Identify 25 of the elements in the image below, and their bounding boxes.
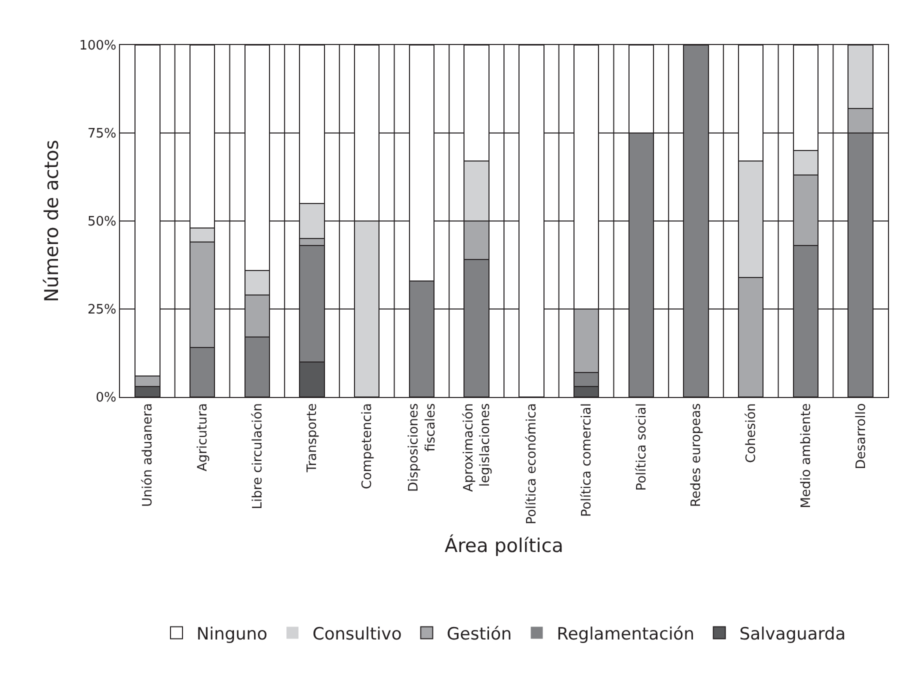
x-tick-label: Política comercial — [580, 403, 595, 517]
y-axis-title: Número de actos — [41, 140, 64, 302]
y-tick-label: 25% — [87, 302, 116, 318]
legend-label: Ninguno — [196, 624, 268, 644]
y-tick-label: 100% — [79, 38, 116, 54]
legend-label: Gestión — [446, 624, 512, 644]
legend-label: Reglamentación — [556, 624, 694, 644]
x-tick-label: Disposiciones fiscales — [406, 402, 438, 492]
x-axis-title: Área política — [444, 534, 564, 558]
legend-label: Salvaguarda — [739, 624, 846, 644]
x-tick-label: Cohesión — [744, 403, 760, 464]
x-tick-label: Libre circulación — [250, 403, 266, 510]
x-tick-label: Redes europeas — [689, 402, 704, 508]
x-tick-label: Desarrollo — [854, 403, 869, 470]
x-tick-label: Unión aduanera — [140, 403, 156, 507]
x-tick-label: Política social — [634, 403, 650, 491]
legend-label: Consultivo — [312, 624, 402, 644]
x-tick-label: Agricutura — [196, 403, 211, 472]
x-tick-label: Transporte — [305, 403, 320, 474]
x-tick-label: Medio ambiente — [798, 403, 814, 508]
y-tick-label: 75% — [87, 126, 116, 142]
x-tick-label: Política económica — [524, 403, 540, 524]
y-tick-label: 0% — [96, 390, 116, 406]
y-tick-label: 50% — [87, 214, 116, 230]
x-tick-label: Competencia — [360, 403, 376, 490]
